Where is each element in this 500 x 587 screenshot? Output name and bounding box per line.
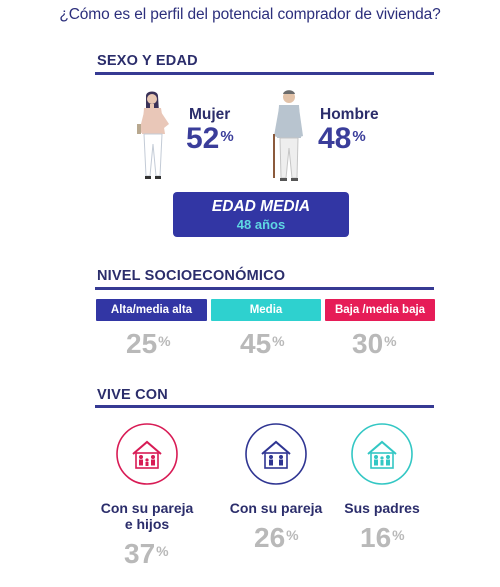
nse-media-box: Media — [211, 299, 321, 321]
vive-pareja-percent: 26% — [254, 522, 299, 553]
edad-media-value: 48 años — [236, 217, 286, 232]
family-house-icon — [116, 423, 178, 485]
nse-media-percent: 45% — [240, 328, 285, 359]
vive-pareja-label: Con su pareja — [229, 500, 323, 516]
page-title: ¿Cómo es el perfil del potencial comprad… — [59, 6, 441, 23]
edad-media-box: EDAD MEDIA 48 años — [173, 192, 349, 237]
section-title-vive: VIVE CON — [97, 387, 168, 403]
man-icon — [273, 90, 303, 181]
section-divider — [95, 72, 434, 75]
edad-media-label: EDAD MEDIA — [211, 198, 311, 215]
nse-baja-box: Baja /media baja — [325, 299, 435, 321]
section-divider — [95, 287, 434, 290]
nse-baja-percent: 30% — [352, 328, 397, 359]
couple-house-icon — [245, 423, 307, 485]
parents-house-icon — [351, 423, 413, 485]
section-title-sexo-edad: SEXO Y EDAD — [97, 53, 198, 69]
mujer-label: Mujer — [189, 106, 231, 123]
section-divider — [95, 405, 434, 408]
section-title-nivel: NIVEL SOCIOECONÓMICO — [97, 268, 286, 284]
nse-alta-percent: 25% — [126, 328, 171, 359]
vive-pareja-hijos-percent: 37% — [124, 538, 169, 569]
vive-padres-percent: 16% — [360, 522, 405, 553]
vive-padres-label: Sus padres — [344, 500, 420, 516]
nse-alta-box: Alta/media alta — [96, 299, 207, 321]
mujer-percent: 52% — [186, 122, 234, 155]
woman-icon — [137, 91, 169, 179]
hombre-percent: 48% — [318, 122, 366, 155]
vive-pareja-hijos-label: Con su pareja e hijos — [100, 500, 194, 532]
hombre-label: Hombre — [320, 106, 379, 123]
